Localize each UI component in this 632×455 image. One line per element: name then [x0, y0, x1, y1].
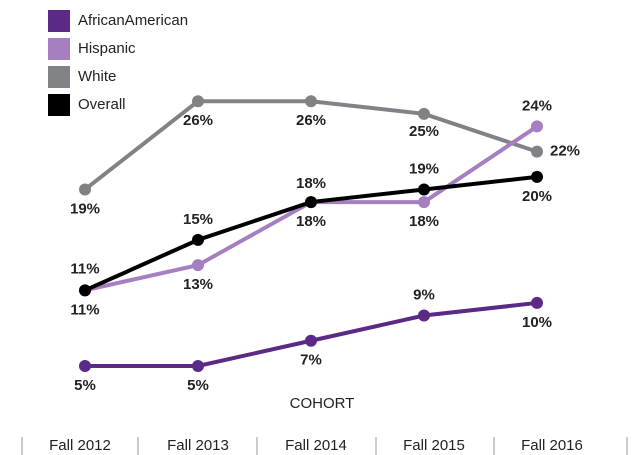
data-label: 25% [409, 123, 439, 140]
point [531, 145, 543, 158]
data-label: 13% [183, 276, 213, 293]
x-axis-label: COHORT [290, 395, 355, 412]
series-line [84, 124, 539, 293]
data-label: 9% [413, 287, 435, 304]
data-label: 20% [522, 188, 552, 205]
x-tick-label: Fall 2013 [167, 437, 229, 454]
data-label: 24% [522, 97, 552, 114]
data-label: 7% [300, 352, 322, 369]
legend-label: AfricanAmerican [78, 12, 188, 29]
data-label: 19% [70, 200, 100, 217]
x-tick-label: Fall 2016 [521, 437, 583, 454]
legend-label: White [78, 68, 116, 85]
point [418, 107, 430, 120]
point [531, 120, 543, 133]
x-tick-label: Fall 2015 [403, 437, 465, 454]
legend-swatch [48, 66, 70, 88]
data-label: 5% [187, 377, 209, 394]
data-label: 11% [70, 260, 99, 277]
point [305, 95, 317, 108]
legend-swatch [48, 10, 70, 32]
point [305, 334, 317, 347]
point [192, 233, 204, 246]
point [79, 359, 91, 372]
point [531, 296, 543, 309]
data-label: 26% [183, 112, 213, 129]
point [192, 95, 204, 108]
legend-swatch [48, 94, 70, 116]
point [418, 309, 430, 322]
data-label: 11% [70, 301, 99, 318]
data-label: 18% [296, 175, 326, 192]
legend-label: Hispanic [78, 40, 136, 57]
data-label: 18% [296, 213, 326, 230]
point [531, 170, 543, 183]
point [418, 183, 430, 196]
x-tick-label: Fall 2012 [49, 437, 111, 454]
data-label: 19% [409, 160, 439, 177]
point [418, 196, 430, 209]
point [192, 259, 204, 272]
data-label: 26% [296, 112, 326, 129]
point [305, 196, 317, 209]
legend-label: Overall [78, 96, 126, 113]
data-label: 15% [183, 211, 213, 228]
point [79, 183, 91, 196]
legend-swatch [48, 38, 70, 60]
x-tick-label: Fall 2014 [285, 437, 347, 454]
data-label: 18% [409, 213, 439, 230]
data-label: 10% [522, 314, 552, 331]
data-label: 22% [550, 143, 580, 160]
point [192, 359, 204, 372]
data-label: 5% [74, 377, 96, 394]
point [79, 284, 91, 297]
